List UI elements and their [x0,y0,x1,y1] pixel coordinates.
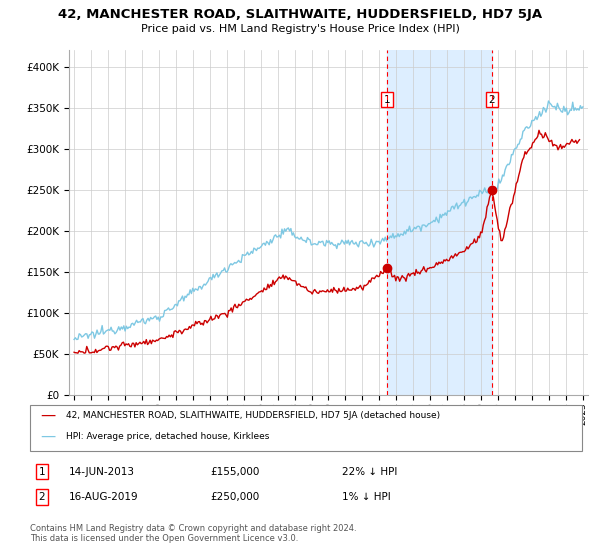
Text: 2: 2 [488,95,495,105]
Text: Price paid vs. HM Land Registry's House Price Index (HPI): Price paid vs. HM Land Registry's House … [140,24,460,34]
Text: 14-JUN-2013: 14-JUN-2013 [69,466,135,477]
Bar [387,50,491,395]
Text: —: — [40,429,56,444]
Text: 1: 1 [38,466,46,477]
Text: £250,000: £250,000 [210,492,259,502]
Text: Contains HM Land Registry data © Crown copyright and database right 2024.
This d: Contains HM Land Registry data © Crown c… [30,524,356,543]
Text: HPI: Average price, detached house, Kirklees: HPI: Average price, detached house, Kirk… [66,432,269,441]
Text: 1: 1 [384,95,391,105]
Text: 42, MANCHESTER ROAD, SLAITHWAITE, HUDDERSFIELD, HD7 5JA: 42, MANCHESTER ROAD, SLAITHWAITE, HUDDER… [58,8,542,21]
Text: 2: 2 [38,492,46,502]
Text: 1% ↓ HPI: 1% ↓ HPI [342,492,391,502]
Text: 16-AUG-2019: 16-AUG-2019 [69,492,139,502]
Text: 42, MANCHESTER ROAD, SLAITHWAITE, HUDDERSFIELD, HD7 5JA (detached house): 42, MANCHESTER ROAD, SLAITHWAITE, HUDDER… [66,411,440,420]
Text: —: — [40,408,56,423]
Text: £155,000: £155,000 [210,466,259,477]
Text: 22% ↓ HPI: 22% ↓ HPI [342,466,397,477]
